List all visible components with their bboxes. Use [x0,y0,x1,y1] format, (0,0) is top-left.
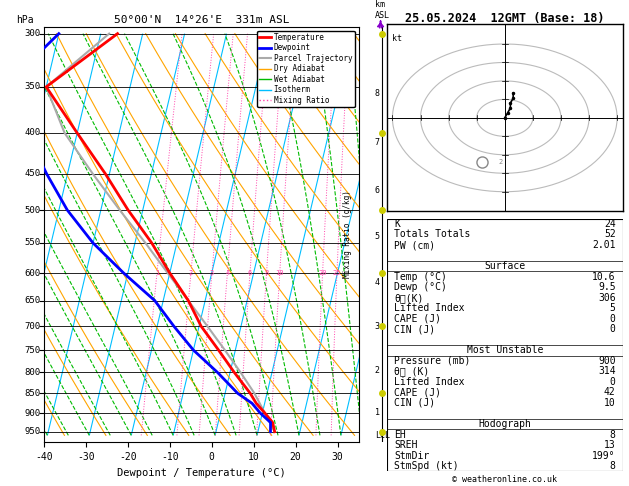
Text: 20: 20 [318,270,327,276]
Text: 700: 700 [25,322,41,331]
Text: 600: 600 [25,269,41,278]
Text: 2.01: 2.01 [592,240,616,250]
Text: Totals Totals: Totals Totals [394,229,470,240]
Text: Lifted Index: Lifted Index [394,377,464,387]
Text: 350: 350 [25,82,41,91]
Text: 4: 4 [375,278,380,287]
Text: 800: 800 [25,368,41,377]
Text: 5: 5 [375,232,380,241]
Text: 400: 400 [25,128,41,138]
Text: 1: 1 [155,270,159,276]
Text: 650: 650 [25,296,41,305]
Text: Mixing Ratio (g/kg): Mixing Ratio (g/kg) [343,191,352,278]
Text: StmSpd (kt): StmSpd (kt) [394,461,459,471]
Text: 850: 850 [25,389,41,398]
Title: 50°00'N  14°26'E  331m ASL: 50°00'N 14°26'E 331m ASL [113,15,289,25]
Text: 450: 450 [25,169,41,178]
Text: 0: 0 [610,324,616,334]
Text: 7: 7 [375,138,380,147]
Text: 13: 13 [604,440,616,450]
Text: 2: 2 [482,159,504,165]
Text: 25.05.2024  12GMT (Base: 18): 25.05.2024 12GMT (Base: 18) [405,12,604,25]
Text: K: K [394,219,400,229]
Text: Hodograph: Hodograph [478,419,532,429]
Text: 199°: 199° [592,451,616,461]
Text: Dewp (°C): Dewp (°C) [394,282,447,292]
Text: StmDir: StmDir [394,451,429,461]
Text: 550: 550 [25,239,41,247]
Text: 0: 0 [610,314,616,324]
Text: 3: 3 [210,270,214,276]
Text: Temp (°C): Temp (°C) [394,272,447,281]
Text: CIN (J): CIN (J) [394,398,435,408]
Text: 3: 3 [375,322,380,331]
Text: θᴄ(K): θᴄ(K) [394,293,423,303]
Text: 300: 300 [25,29,41,38]
Text: 950: 950 [25,427,41,436]
Text: 10: 10 [604,398,616,408]
Text: 5: 5 [610,303,616,313]
Text: 500: 500 [25,206,41,214]
Text: 2: 2 [189,270,193,276]
Text: Pressure (mb): Pressure (mb) [394,356,470,366]
Text: 52: 52 [604,229,616,240]
Text: 1: 1 [375,408,380,417]
Text: 8: 8 [610,430,616,439]
Text: © weatheronline.co.uk: © weatheronline.co.uk [452,474,557,484]
Text: 10: 10 [276,270,284,276]
Text: 306: 306 [598,293,616,303]
Text: LCL: LCL [375,431,390,440]
Text: θᴄ (K): θᴄ (K) [394,366,429,376]
Text: 8: 8 [610,461,616,471]
Text: 25: 25 [333,270,341,276]
Text: 900: 900 [598,356,616,366]
Text: Lifted Index: Lifted Index [394,303,464,313]
Text: CAPE (J): CAPE (J) [394,387,441,398]
Text: km
ASL: km ASL [375,0,390,20]
Text: kt: kt [392,34,403,43]
Text: 10.6: 10.6 [592,272,616,281]
Text: 2: 2 [375,366,380,375]
Text: 9.5: 9.5 [598,282,616,292]
Text: SREH: SREH [394,440,418,450]
Text: 750: 750 [25,346,41,355]
Text: Surface: Surface [484,261,525,271]
Text: 42: 42 [604,387,616,398]
Text: 8: 8 [264,270,269,276]
Text: 8: 8 [375,89,380,98]
Text: PW (cm): PW (cm) [394,240,435,250]
Text: 0: 0 [610,377,616,387]
Text: CIN (J): CIN (J) [394,324,435,334]
Text: CAPE (J): CAPE (J) [394,314,441,324]
Text: hPa: hPa [16,15,34,25]
Text: 900: 900 [25,409,41,417]
Text: 6: 6 [375,186,380,195]
Text: 4: 4 [225,270,230,276]
Text: 6: 6 [248,270,252,276]
Text: EH: EH [394,430,406,439]
Text: 314: 314 [598,366,616,376]
Text: 24: 24 [604,219,616,229]
Legend: Temperature, Dewpoint, Parcel Trajectory, Dry Adiabat, Wet Adiabat, Isotherm, Mi: Temperature, Dewpoint, Parcel Trajectory… [257,31,355,107]
X-axis label: Dewpoint / Temperature (°C): Dewpoint / Temperature (°C) [117,468,286,478]
Text: Most Unstable: Most Unstable [467,346,543,355]
